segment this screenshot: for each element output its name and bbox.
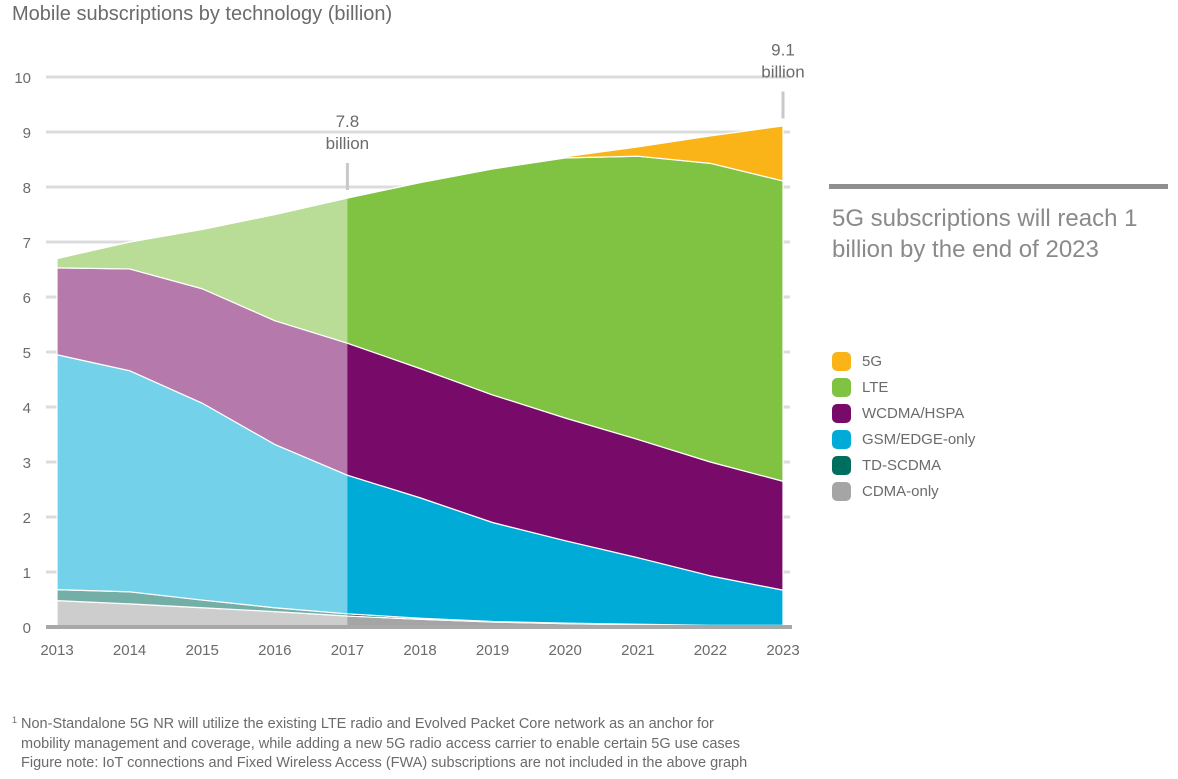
x-tick-label-2017: 2017 <box>331 642 364 659</box>
legend-item-td-scdma: TD-SCDMA <box>832 452 975 478</box>
stacked-area-chart: 0 1 2 3 4 5 6 7 8 9 10 2013 2014 2015 2016 2017 2018 2019… <box>14 41 805 660</box>
x-tick-label-2014: 2014 <box>113 642 146 659</box>
legend-label-gsm-edge-only: GSM/EDGE-only <box>862 430 976 448</box>
x-tick-label-2022: 2022 <box>694 642 727 659</box>
y-tick-label-3: 3 <box>23 455 31 472</box>
legend-swatch-wcdma-hspa <box>832 403 851 423</box>
footnote-marker: 1 <box>12 715 18 725</box>
x-tick-label-2013: 2013 <box>40 642 73 659</box>
annotation-value-2023: 9.1 <box>771 41 795 60</box>
annotation-unit-2017: billion <box>326 134 369 153</box>
footnotes: 1 Non-Standalone 5G NR will utilize the e… <box>12 711 747 774</box>
legend: 5G LTE WCDMA/HSPA GSM/EDGE-only TD-SCDMA CDMA… <box>832 348 975 504</box>
legend-item-wcdma-hspa: WCDMA/HSPA <box>832 400 975 426</box>
headline: 5G subscriptions will reach 1 billion by… <box>832 205 1138 263</box>
y-tick-label-2: 2 <box>23 510 31 527</box>
y-tick-label-7: 7 <box>23 235 31 252</box>
legend-label-td-scdma: TD-SCDMA <box>862 456 942 474</box>
legend-item-cdma-only: CDMA-only <box>832 478 975 504</box>
legend-swatch-td-scdma <box>832 455 851 475</box>
legend-item-5g: 5G <box>832 348 975 374</box>
x-tick-label-2019: 2019 <box>476 642 509 659</box>
legend-label-wcdma-hspa: WCDMA/HSPA <box>862 404 965 422</box>
legend-item-gsm-edge-only: GSM/EDGE-only <box>832 426 975 452</box>
footnote-1: 1 Non-Standalone 5G NR will utilize the e… <box>12 711 747 735</box>
annotation-value-2017: 7.8 <box>336 112 360 131</box>
x-tick-label-2015: 2015 <box>186 642 219 659</box>
legend-label-cdma-only: CDMA-only <box>862 482 939 500</box>
legend-label-lte: LTE <box>862 378 889 396</box>
y-tick-label-10: 10 <box>14 70 31 87</box>
y-tick-label-9: 9 <box>23 125 31 142</box>
x-tick-label-2018: 2018 <box>403 642 436 659</box>
footnote-1-line-1: Non-Standalone 5G NR will utilize the ex… <box>21 716 714 732</box>
legend-label-5g: 5G <box>862 352 883 370</box>
y-tick-label-5: 5 <box>23 345 31 362</box>
x-tick-label-2023: 2023 <box>766 642 799 659</box>
y-tick-label-8: 8 <box>23 180 31 197</box>
legend-swatch-cdma-only <box>832 481 851 501</box>
annotation-unit-2023: billion <box>761 63 804 82</box>
x-tick-label-2021: 2021 <box>621 642 654 659</box>
historical-overlay <box>57 198 348 627</box>
x-tick-label-2020: 2020 <box>549 642 582 659</box>
y-tick-label-4: 4 <box>23 400 31 417</box>
legend-swatch-lte <box>832 377 851 397</box>
y-tick-label-1: 1 <box>23 565 31 582</box>
headline-rule <box>829 184 1168 189</box>
y-tick-label-6: 6 <box>23 290 31 307</box>
figure-note: Figure note: IoT connections and Fixed W… <box>21 755 748 771</box>
chart-title: Mobile subscriptions by technology (bill… <box>12 3 393 25</box>
x-tick-label-2016: 2016 <box>258 642 291 659</box>
legend-swatch-gsm-edge-only <box>832 429 851 449</box>
legend-swatch-5g <box>832 351 851 371</box>
axes: 0 1 2 3 4 5 6 7 8 9 10 2013 2014 2015 2016 2017 2018 2019… <box>14 70 799 659</box>
annotations: 7.8 billion 9.1 billion <box>326 41 805 190</box>
legend-item-lte: LTE <box>832 374 975 400</box>
historical-shade <box>57 198 348 627</box>
footnote-1-line-2: mobility management and coverage, while … <box>21 735 740 752</box>
y-tick-label-0: 0 <box>23 620 31 637</box>
area-5g <box>56 125 784 260</box>
